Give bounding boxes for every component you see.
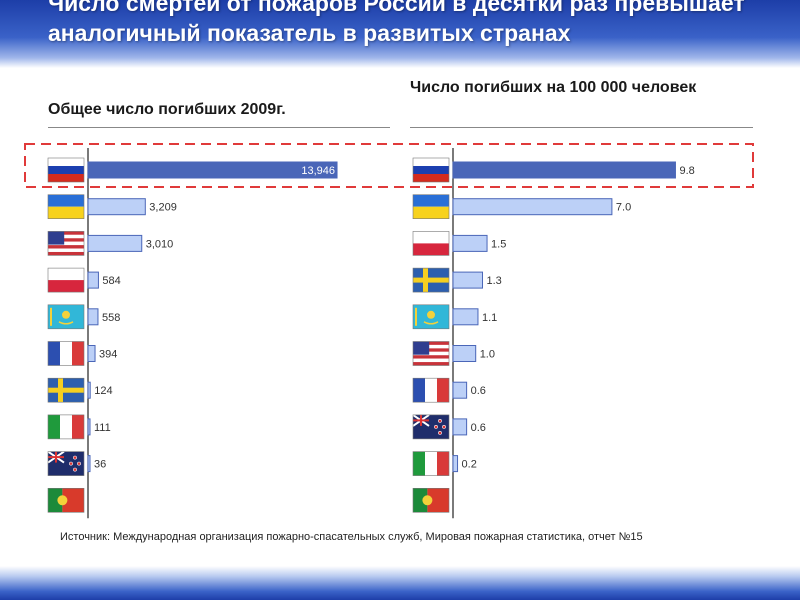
chart-0-bar-russia bbox=[87, 161, 338, 179]
france-flag bbox=[47, 341, 85, 366]
chart-1-value-label: 1.5 bbox=[491, 238, 506, 250]
chart-0-value-label: 3,010 bbox=[146, 238, 174, 250]
italy-flag bbox=[412, 451, 450, 476]
source-note: Источник: Международная организация пожа… bbox=[60, 531, 643, 543]
chart-1-bar-france bbox=[452, 381, 468, 399]
usa-flag bbox=[47, 231, 85, 256]
france-flag bbox=[412, 377, 450, 403]
chart-0-value-label: 124 bbox=[94, 385, 112, 397]
chart-1-bar-poland bbox=[452, 234, 488, 252]
left-chart-title: Общее число погибших 2009г. bbox=[48, 101, 286, 118]
poland-flag bbox=[47, 267, 85, 293]
sweden-flag bbox=[47, 377, 85, 403]
italy-flag bbox=[47, 414, 85, 440]
chart-0-value-label: 36 bbox=[94, 459, 106, 471]
poland-flag bbox=[412, 231, 450, 256]
sweden-flag bbox=[412, 267, 450, 293]
chart-0-bar-italy bbox=[87, 418, 91, 436]
new-zealand-flag bbox=[47, 450, 85, 476]
new-zealand-flag bbox=[412, 414, 450, 440]
highlight-box bbox=[24, 143, 754, 188]
chart-0-bar-sweden bbox=[87, 381, 91, 399]
chart-1-value-label: 1.3 bbox=[487, 275, 502, 287]
chart-0-value-label: 584 bbox=[102, 275, 120, 287]
usa-flag bbox=[412, 341, 450, 366]
chart-1-value-label: 9.8 bbox=[679, 165, 694, 177]
chart-1-bar-kazakhstan bbox=[452, 308, 479, 326]
chart-0-value-label: 394 bbox=[99, 349, 117, 361]
chart-1-bar-new-zealand bbox=[452, 418, 468, 436]
portugal-flag bbox=[47, 487, 85, 513]
chart-1-bar-italy bbox=[452, 455, 459, 473]
chart-0-bar-kazakhstan bbox=[87, 308, 99, 326]
ukraine-flag bbox=[47, 194, 85, 219]
right-chart-rule bbox=[410, 127, 753, 128]
footer-band bbox=[0, 566, 800, 600]
header-band: Число смертей от пожаров России в десятк… bbox=[0, 0, 800, 68]
kazakhstan-flag bbox=[47, 304, 85, 330]
ukraine-flag bbox=[412, 194, 450, 219]
chart-1-bar-russia bbox=[452, 161, 676, 179]
chart-1-value-label: 1.0 bbox=[480, 349, 495, 361]
chart-0-value-label: 111 bbox=[94, 422, 111, 434]
russia-flag bbox=[47, 157, 85, 183]
chart-0-bar-france bbox=[87, 345, 96, 362]
chart-1-value-label: 0.6 bbox=[471, 422, 486, 434]
portugal-flag bbox=[412, 487, 450, 513]
chart-0-bar-usa bbox=[87, 234, 143, 252]
chart-1-value-label: 0.2 bbox=[462, 459, 477, 471]
chart-1-bar-usa bbox=[452, 345, 477, 362]
chart-0-bar-poland bbox=[87, 271, 99, 289]
chart-1-value-label: 0.6 bbox=[471, 385, 486, 397]
chart-0-bar-ukraine bbox=[87, 198, 146, 216]
chart-0-bar-new-zealand bbox=[87, 455, 91, 473]
chart-1-bar-sweden bbox=[452, 271, 484, 289]
chart-1-value-label: 1.1 bbox=[482, 312, 497, 324]
chart-1-value-label: 7.0 bbox=[616, 202, 631, 214]
chart-0-value-label: 558 bbox=[102, 312, 120, 324]
chart-0-value-label: 13,946 bbox=[301, 165, 335, 177]
right-chart-title: Число погибших на 100 000 человек bbox=[410, 79, 697, 96]
left-chart-rule bbox=[48, 127, 390, 128]
chart-0-value-label: 3,209 bbox=[149, 202, 177, 214]
chart-1-bar-ukraine bbox=[452, 198, 613, 216]
kazakhstan-flag bbox=[412, 304, 450, 330]
russia-flag bbox=[412, 157, 450, 183]
slide-title: Число смертей от пожаров России в десятк… bbox=[48, 0, 745, 46]
